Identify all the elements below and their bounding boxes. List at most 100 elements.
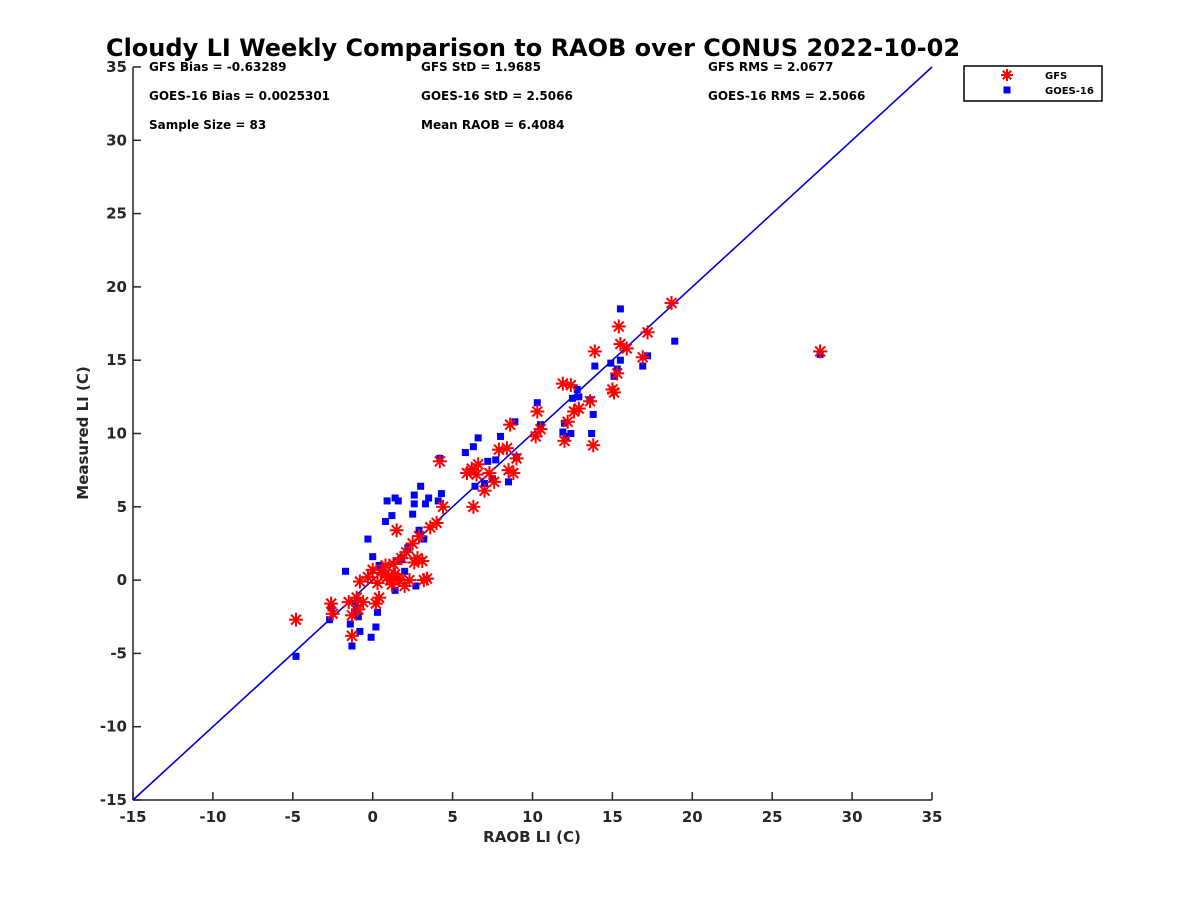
goes16-point xyxy=(369,553,377,561)
gfs-point xyxy=(610,366,625,381)
goes16-point xyxy=(562,432,570,440)
goes16-point xyxy=(591,362,599,370)
gfs-point xyxy=(530,404,545,419)
goes16-point xyxy=(533,399,541,407)
legend-marker-gfs xyxy=(1001,69,1013,81)
gfs-point xyxy=(386,556,401,571)
goes16-point xyxy=(671,337,679,345)
gfs-point xyxy=(482,466,497,481)
gfs-point xyxy=(324,596,339,611)
goes16-point xyxy=(560,419,568,427)
gfs-point xyxy=(813,344,828,359)
y-tick-label: 20 xyxy=(106,278,127,296)
goes16-point xyxy=(616,356,624,364)
gfs-point xyxy=(533,422,548,437)
gfs-point xyxy=(420,571,435,586)
gfs-point xyxy=(664,296,679,311)
chart-title: Cloudy LI Weekly Comparison to RAOB over… xyxy=(106,34,960,62)
goes16-point xyxy=(383,497,391,505)
legend-label-gfs: GFS xyxy=(1045,71,1067,82)
goes16-point xyxy=(410,500,418,508)
goes16-point xyxy=(461,449,469,457)
gfs-point xyxy=(356,595,371,610)
goes16-point xyxy=(471,482,479,490)
legend-gfs-asterisk xyxy=(1001,69,1013,81)
y-tick-label: 5 xyxy=(117,498,127,516)
series-gfs xyxy=(288,296,828,643)
y-tick-label: -15 xyxy=(100,791,127,809)
goes16-point xyxy=(588,430,596,437)
gfs-point xyxy=(378,558,393,573)
goes16-point xyxy=(409,510,417,518)
y-tick-label: -5 xyxy=(110,644,127,662)
x-tick-label: 20 xyxy=(682,808,703,826)
x-tick-label: 30 xyxy=(842,808,863,826)
goes16-point xyxy=(644,352,652,360)
stat-text: Sample Size = 83 xyxy=(149,118,266,132)
stat-text: GFS RMS = 2.0677 xyxy=(708,60,833,74)
gfs-point xyxy=(477,483,492,498)
goes16-point xyxy=(348,642,356,650)
x-tick-label: 10 xyxy=(522,808,543,826)
goes16-point xyxy=(589,410,597,418)
goes16-point xyxy=(354,613,362,621)
goes16-point xyxy=(364,535,372,543)
goes16-point xyxy=(616,305,624,313)
stat-text: GFS Bias = -0.63289 xyxy=(149,60,286,74)
x-axis-label: RAOB LI (C) xyxy=(483,828,581,846)
goes16-point xyxy=(567,430,575,437)
x-tick-label: 35 xyxy=(922,808,943,826)
goes16-point xyxy=(573,386,581,394)
goes16-point xyxy=(469,443,477,451)
gfs-point xyxy=(571,401,586,416)
stat-text: GFS StD = 1.9685 xyxy=(421,60,541,74)
gfs-point xyxy=(586,438,601,453)
gfs-point xyxy=(471,457,486,472)
legend: GFS GOES-16 xyxy=(963,65,1103,102)
goes16-point xyxy=(326,616,334,624)
goes16-point xyxy=(639,362,647,370)
stat-text: GOES-16 Bias = 0.0025301 xyxy=(149,89,330,103)
goes16-point xyxy=(391,586,399,594)
x-tick-label: 0 xyxy=(367,808,377,826)
gfs-point xyxy=(640,325,655,340)
goes16-point xyxy=(421,500,429,508)
x-tick-label: -15 xyxy=(119,808,146,826)
gfs-point xyxy=(557,433,572,448)
goes16-point xyxy=(401,567,409,575)
gfs-point xyxy=(351,602,366,617)
gfs-point xyxy=(503,417,518,432)
axes: -15 -10 -5 0 5 10 15 20 25 30 35 -15 -10 -5 0 5 10 15 20 25… xyxy=(100,58,943,826)
y-tick-label: 0 xyxy=(117,571,127,589)
gfs-point xyxy=(560,414,575,429)
goes16-point xyxy=(559,428,567,436)
stat-text: Mean RAOB = 6.4084 xyxy=(421,118,565,132)
goes16-point xyxy=(575,393,583,401)
y-tick-label: 35 xyxy=(106,58,127,76)
goes16-point xyxy=(474,434,482,442)
gfs-point xyxy=(506,466,521,481)
goes16-point xyxy=(607,359,615,367)
gfs-point xyxy=(415,554,430,569)
goes16-point xyxy=(484,457,492,465)
stats-annotations: GFS Bias = -0.63289 GFS StD = 1.9685 GFS R… xyxy=(149,60,865,132)
gfs-point xyxy=(402,573,417,588)
gfs-point xyxy=(389,523,404,538)
gfs-point xyxy=(509,451,524,466)
goes16-point xyxy=(351,600,359,608)
gfs-point xyxy=(432,454,447,469)
y-tick-label: 25 xyxy=(106,205,127,223)
y-tick-label: 10 xyxy=(106,425,127,443)
data-points xyxy=(288,296,828,660)
gfs-point xyxy=(606,385,621,400)
gfs-point xyxy=(399,545,414,560)
goes16-point xyxy=(388,512,396,520)
goes16-point xyxy=(568,394,576,402)
gfs-point xyxy=(466,499,481,514)
gfs-point xyxy=(429,515,444,530)
goes16-point xyxy=(342,567,350,575)
gfs-point xyxy=(619,341,634,356)
goes16-point xyxy=(372,623,380,631)
gfs-point xyxy=(412,529,427,544)
